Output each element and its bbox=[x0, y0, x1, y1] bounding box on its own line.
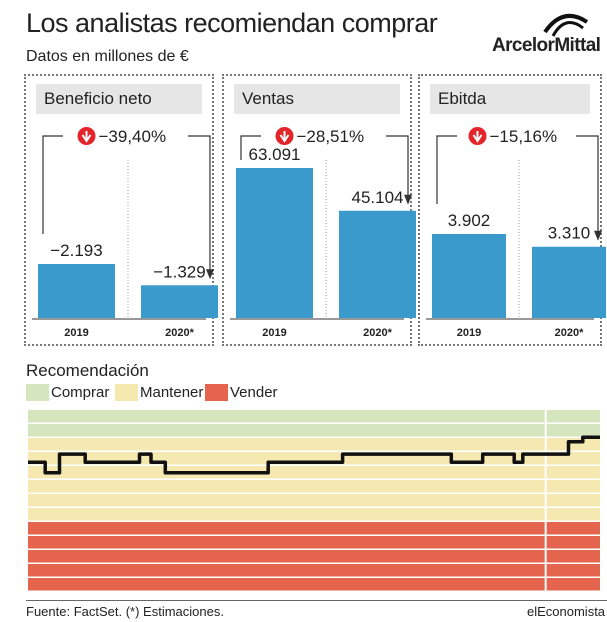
down-arrow-glyph-icon bbox=[81, 131, 92, 143]
legend-item-vender: Vender bbox=[205, 384, 305, 401]
page-subtitle: Datos en millones de € bbox=[26, 48, 189, 65]
bar bbox=[339, 210, 416, 318]
data-label: −2.193 bbox=[50, 241, 102, 260]
bar bbox=[141, 285, 218, 318]
publisher-brand: elEconomista bbox=[527, 604, 606, 619]
legend-label: Mantener bbox=[140, 384, 204, 401]
bar bbox=[532, 246, 606, 318]
data-label: 45.104 bbox=[352, 188, 404, 207]
panel-header: Ebitda bbox=[430, 84, 590, 114]
category-label: 2019 bbox=[64, 327, 88, 339]
panel-header: Beneficio neto bbox=[36, 84, 202, 114]
band-row bbox=[28, 424, 600, 437]
arrow-down-icon bbox=[594, 230, 602, 241]
footer-divider bbox=[26, 600, 607, 601]
band-row bbox=[28, 410, 600, 423]
down-arrow-glyph-icon bbox=[279, 131, 290, 143]
legend-swatch bbox=[205, 384, 228, 401]
recommendation-line bbox=[28, 435, 600, 475]
panel-title: Ventas bbox=[242, 89, 294, 108]
band-row bbox=[28, 550, 600, 563]
recommendation-chart: 20202021 bbox=[28, 410, 600, 592]
band-row bbox=[28, 494, 600, 507]
legend-item-mantener: Mantener bbox=[115, 384, 215, 401]
category-label: 2019 bbox=[262, 327, 286, 339]
category-label: 2020* bbox=[555, 327, 584, 339]
panel-header: Ventas bbox=[234, 84, 400, 114]
panel-title: Beneficio neto bbox=[44, 89, 152, 108]
category-label: 2019 bbox=[457, 327, 481, 339]
category-label: 2020* bbox=[165, 327, 194, 339]
band-row bbox=[28, 536, 600, 549]
legend-swatch bbox=[26, 384, 49, 401]
arrow-down-icon bbox=[404, 194, 412, 205]
category-label: 2020* bbox=[363, 327, 392, 339]
data-label: 3.902 bbox=[448, 211, 491, 230]
down-arrow-glyph-icon bbox=[472, 131, 483, 143]
band-row bbox=[28, 522, 600, 535]
band-row bbox=[28, 438, 600, 451]
arrow-down-icon bbox=[206, 269, 214, 280]
page-title: Los analistas recomiendan comprar bbox=[26, 8, 438, 38]
bar-charts: −2.193 2019 −1.329 2020* −39,40% 63.091 2019 45… bbox=[32, 127, 606, 339]
change-bracket bbox=[188, 135, 211, 278]
recommendation-title: Recomendación bbox=[26, 361, 149, 380]
change-bracket bbox=[436, 135, 457, 204]
change-bracket bbox=[386, 135, 409, 203]
bar bbox=[236, 168, 313, 318]
bar bbox=[38, 264, 115, 318]
legend-label: Vender bbox=[230, 384, 278, 401]
band-row bbox=[28, 508, 600, 521]
panel-title: Ebitda bbox=[438, 89, 487, 108]
data-label: 3.310 bbox=[548, 224, 591, 243]
band-row bbox=[28, 578, 600, 591]
band-row bbox=[28, 564, 600, 577]
legend-label: Comprar bbox=[51, 384, 110, 401]
legend-swatch bbox=[115, 384, 138, 401]
band-row bbox=[28, 466, 600, 479]
change-bracket bbox=[42, 135, 63, 234]
change-label: −15,16% bbox=[490, 127, 558, 146]
legend-item-comprar: Comprar bbox=[26, 384, 126, 401]
bar bbox=[432, 234, 506, 318]
change-label: −39,40% bbox=[99, 127, 167, 146]
change-bracket bbox=[240, 135, 261, 160]
change-bracket bbox=[576, 135, 599, 239]
logo-text: ArcelorMittal bbox=[492, 35, 601, 56]
source-note: Fuente: FactSet. (*) Estimaciones. bbox=[26, 604, 224, 619]
data-label: 63.091 bbox=[249, 145, 301, 164]
change-label: −28,51% bbox=[297, 127, 365, 146]
band-row bbox=[28, 480, 600, 493]
arcelormittal-logo-icon bbox=[543, 13, 589, 37]
data-label: −1.329 bbox=[153, 262, 205, 281]
